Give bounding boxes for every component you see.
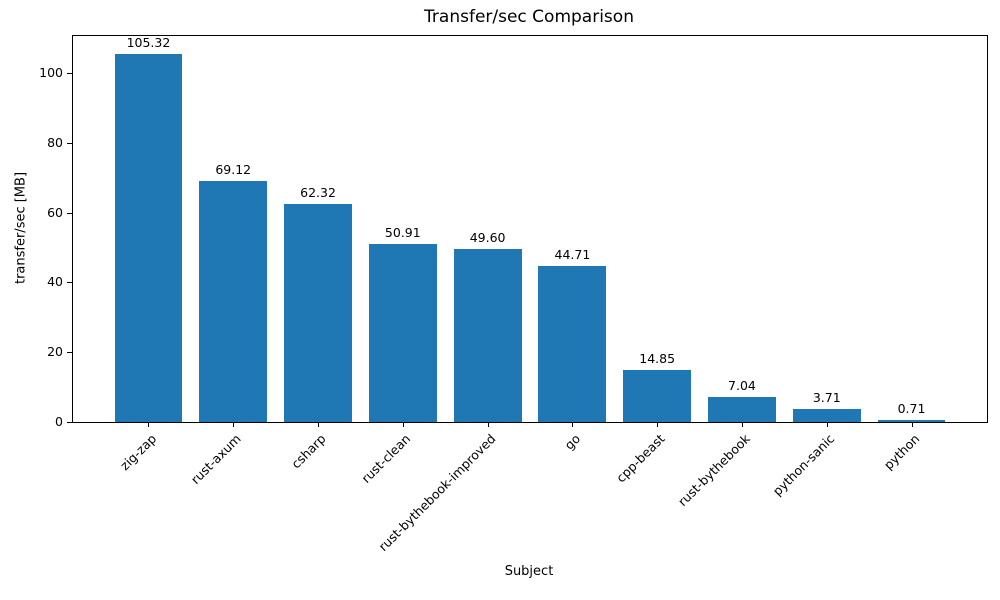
y-tick-mark [67, 352, 72, 354]
bar [792, 409, 861, 422]
y-tick-mark [67, 72, 72, 74]
x-tick-label: rust-axum [187, 431, 244, 487]
x-axis-label: Subject [504, 564, 554, 579]
y-axis-label: transfer/sec [MB] [13, 171, 29, 285]
x-tick-label: python [880, 431, 923, 473]
x-tick-mark [148, 422, 150, 427]
y-tick-mark [67, 422, 72, 423]
x-tick-label: python-sanic [769, 431, 838, 499]
y-tick-label: 0 [55, 414, 63, 429]
x-tick-mark [826, 422, 828, 427]
bar-value-label: 3.71 [812, 390, 841, 406]
x-tick-label: rust-clean [358, 431, 414, 486]
bar [453, 248, 522, 422]
x-tick-mark [233, 422, 235, 427]
bar [708, 397, 776, 422]
x-tick-label: cpp-beast [613, 431, 668, 486]
bar [199, 180, 268, 422]
x-tick-label: zig-zap [116, 431, 160, 474]
x-tick-mark [657, 422, 659, 427]
y-tick-label: 100 [39, 64, 63, 80]
y-tick-mark [67, 142, 72, 144]
x-tick-mark [487, 422, 489, 427]
x-tick-mark [911, 422, 913, 427]
bar [538, 265, 607, 422]
x-tick-mark [572, 422, 574, 427]
x-tick-mark [318, 422, 320, 427]
y-tick-mark [67, 212, 72, 214]
y-tick-mark [67, 282, 72, 284]
bar-value-label: 14.85 [639, 351, 676, 367]
bar [284, 204, 352, 422]
y-tick-label: 20 [47, 344, 63, 360]
bar [114, 54, 183, 422]
bar-value-label: 50.91 [384, 225, 421, 241]
bar-value-label: 49.60 [469, 229, 506, 245]
x-tick-label: go [561, 431, 583, 453]
bar-value-label: 7.04 [728, 378, 756, 394]
bar-value-label: 69.12 [215, 161, 252, 177]
bar [877, 419, 946, 422]
bar [623, 370, 692, 422]
x-tick-mark [402, 422, 404, 427]
plot-area: 105.32 69.12 62.32 50.91 49.60 44.71 14.85 7.04… [39, 35, 988, 554]
x-tick-mark [741, 422, 743, 427]
chart-title: Transfer/sec Comparison [424, 7, 634, 27]
bar-value-label: 0.71 [897, 400, 926, 416]
bar-value-label: 44.71 [554, 246, 591, 262]
y-tick-label: 40 [47, 274, 63, 290]
y-tick-label: 60 [47, 204, 63, 220]
bar-value-label: 105.32 [126, 35, 171, 51]
x-tick-label: rust-bythebook [674, 431, 753, 510]
x-tick-label: csharp [288, 431, 329, 472]
bar-value-label: 62.32 [300, 185, 336, 201]
bar [368, 244, 437, 422]
y-tick-label: 80 [47, 134, 63, 150]
